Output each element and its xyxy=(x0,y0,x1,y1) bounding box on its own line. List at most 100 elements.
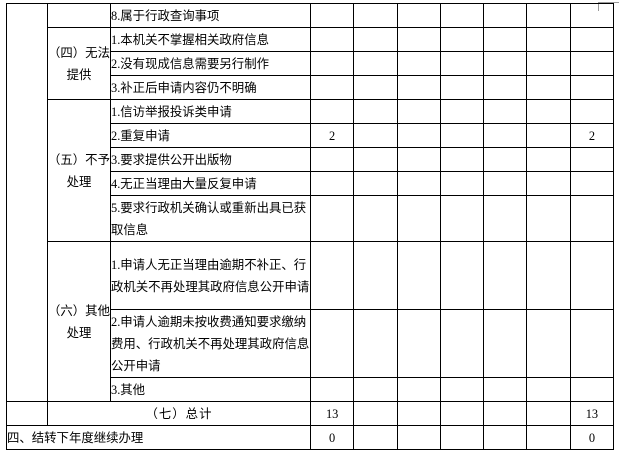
value-cell-7[interactable] xyxy=(569,309,615,378)
value-cell-1[interactable] xyxy=(309,75,355,100)
value-cell-4[interactable] xyxy=(439,147,485,172)
value-cell-2[interactable] xyxy=(353,75,398,100)
total-value-4[interactable] xyxy=(439,401,485,426)
value-cell-3[interactable] xyxy=(396,99,441,124)
total-value-5[interactable] xyxy=(483,401,528,426)
value-cell-3[interactable] xyxy=(396,195,441,242)
total-value-2[interactable] xyxy=(353,401,398,426)
value-cell-7[interactable]: 2 xyxy=(569,123,615,148)
value-cell-7[interactable] xyxy=(569,171,615,196)
value-cell-3[interactable] xyxy=(396,309,441,378)
section-value-1[interactable]: 0 xyxy=(309,425,355,450)
value-cell-7[interactable] xyxy=(569,241,615,310)
value-cell-2[interactable] xyxy=(353,195,398,242)
value-cell-1[interactable] xyxy=(309,27,355,52)
section-value-5[interactable] xyxy=(483,425,528,450)
value-cell-7[interactable] xyxy=(569,195,615,242)
value-cell-5[interactable] xyxy=(483,51,528,76)
value-cell-5[interactable] xyxy=(483,195,528,242)
value-cell-1[interactable] xyxy=(309,51,355,76)
value-cell-6[interactable] xyxy=(526,3,571,28)
value-cell-1[interactable] xyxy=(309,147,355,172)
value-cell-5[interactable] xyxy=(483,3,528,28)
value-cell-3[interactable] xyxy=(396,27,441,52)
value-cell-5[interactable] xyxy=(483,147,528,172)
value-cell-7[interactable] xyxy=(569,75,615,100)
value-cell-2[interactable] xyxy=(353,51,398,76)
value-cell-4[interactable] xyxy=(439,241,485,310)
value-cell-1[interactable] xyxy=(309,171,355,196)
value-cell-6[interactable] xyxy=(526,27,571,52)
value-cell-2[interactable] xyxy=(353,147,398,172)
value-cell-1[interactable]: 2 xyxy=(309,123,355,148)
value-cell-6[interactable] xyxy=(526,377,571,402)
total-value-3[interactable] xyxy=(396,401,441,426)
value-cell-4[interactable] xyxy=(439,3,485,28)
value-cell-4[interactable] xyxy=(439,171,485,196)
section-label: 四、结转下年度继续办理 xyxy=(6,425,311,450)
value-cell-2[interactable] xyxy=(353,309,398,378)
total-value-7[interactable]: 13 xyxy=(569,401,615,426)
total-value-6[interactable] xyxy=(526,401,571,426)
value-cell-5[interactable] xyxy=(483,309,528,378)
value-cell-7[interactable] xyxy=(569,99,615,124)
value-cell-6[interactable] xyxy=(526,75,571,100)
value-cell-7[interactable] xyxy=(569,377,615,402)
value-cell-3[interactable] xyxy=(396,51,441,76)
value-cell-6[interactable] xyxy=(526,123,571,148)
value-cell-3[interactable] xyxy=(396,75,441,100)
item-label: 1.本机关不掌握相关政府信息 xyxy=(110,27,311,52)
value-cell-1[interactable] xyxy=(309,309,355,378)
value-cell-6[interactable] xyxy=(526,309,571,378)
value-cell-7[interactable] xyxy=(569,27,615,52)
value-cell-3[interactable] xyxy=(396,171,441,196)
section-value-2[interactable] xyxy=(353,425,398,450)
value-cell-1[interactable] xyxy=(309,3,355,28)
value-cell-1[interactable] xyxy=(309,195,355,242)
value-cell-6[interactable] xyxy=(526,241,571,310)
value-cell-6[interactable] xyxy=(526,171,571,196)
value-cell-4[interactable] xyxy=(439,51,485,76)
section-value-7[interactable]: 0 xyxy=(569,425,615,450)
value-cell-2[interactable] xyxy=(353,377,398,402)
value-cell-2[interactable] xyxy=(353,171,398,196)
value-cell-2[interactable] xyxy=(353,241,398,310)
value-cell-6[interactable] xyxy=(526,147,571,172)
value-cell-4[interactable] xyxy=(439,99,485,124)
value-cell-1[interactable] xyxy=(309,99,355,124)
value-cell-2[interactable] xyxy=(353,123,398,148)
value-cell-3[interactable] xyxy=(396,123,441,148)
value-cell-5[interactable] xyxy=(483,75,528,100)
value-cell-6[interactable] xyxy=(526,51,571,76)
value-cell-6[interactable] xyxy=(526,99,571,124)
value-cell-4[interactable] xyxy=(439,309,485,378)
value-cell-2[interactable] xyxy=(353,3,398,28)
value-cell-6[interactable] xyxy=(526,195,571,242)
value-cell-5[interactable] xyxy=(483,377,528,402)
value-cell-7[interactable] xyxy=(569,3,615,28)
value-cell-7[interactable] xyxy=(569,147,615,172)
value-cell-4[interactable] xyxy=(439,27,485,52)
value-cell-4[interactable] xyxy=(439,195,485,242)
value-cell-2[interactable] xyxy=(353,99,398,124)
value-cell-7[interactable] xyxy=(569,51,615,76)
value-cell-1[interactable] xyxy=(309,241,355,310)
value-cell-4[interactable] xyxy=(439,377,485,402)
total-value-1[interactable]: 13 xyxy=(309,401,355,426)
value-cell-3[interactable] xyxy=(396,3,441,28)
value-cell-2[interactable] xyxy=(353,27,398,52)
section-value-6[interactable] xyxy=(526,425,571,450)
value-cell-5[interactable] xyxy=(483,241,528,310)
section-value-3[interactable] xyxy=(396,425,441,450)
value-cell-5[interactable] xyxy=(483,171,528,196)
value-cell-3[interactable] xyxy=(396,241,441,310)
value-cell-5[interactable] xyxy=(483,27,528,52)
value-cell-3[interactable] xyxy=(396,147,441,172)
value-cell-4[interactable] xyxy=(439,123,485,148)
value-cell-5[interactable] xyxy=(483,123,528,148)
value-cell-4[interactable] xyxy=(439,75,485,100)
value-cell-1[interactable] xyxy=(309,377,355,402)
value-cell-5[interactable] xyxy=(483,99,528,124)
section-value-4[interactable] xyxy=(439,425,485,450)
value-cell-3[interactable] xyxy=(396,377,441,402)
